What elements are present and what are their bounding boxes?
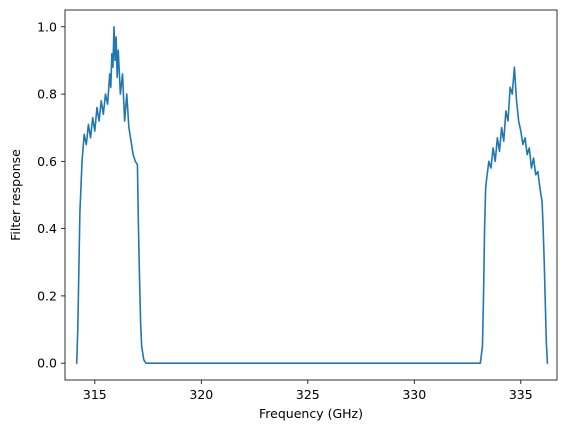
- x-tick-label: 320: [189, 387, 213, 402]
- x-tick-label: 335: [509, 387, 533, 402]
- series-line: [77, 27, 548, 363]
- y-tick-label: 0.2: [37, 288, 57, 303]
- plot-area: [65, 10, 557, 380]
- x-tick-label: 325: [296, 387, 320, 402]
- x-tick-label: 330: [402, 387, 426, 402]
- y-tick-label: 0.0: [37, 356, 57, 371]
- x-axis: 315 320 325 330 335: [83, 380, 533, 402]
- y-axis: 0.0 0.2 0.4 0.6 0.8 1.0: [37, 19, 65, 370]
- y-tick-label: 0.4: [37, 221, 57, 236]
- y-tick-label: 0.8: [37, 87, 57, 102]
- x-tick-label: 315: [83, 387, 107, 402]
- x-axis-label: Frequency (GHz): [259, 406, 363, 421]
- y-tick-label: 1.0: [37, 19, 57, 34]
- y-tick-label: 0.6: [37, 154, 57, 169]
- y-axis-label: Filter response: [8, 149, 23, 241]
